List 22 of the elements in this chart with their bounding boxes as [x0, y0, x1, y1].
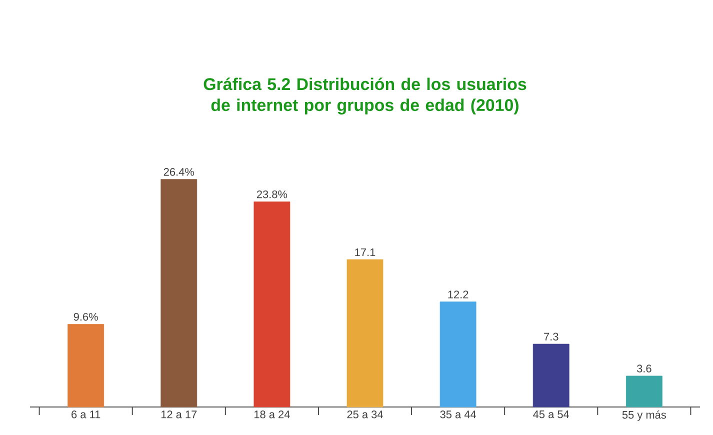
chart-title: Gráfica 5.2 Distribución de los usuarios de internet por grupos de edad (2010): [204, 78, 526, 115]
x-tick-label: 35 a 44: [440, 410, 476, 418]
data-label: 3.6: [636, 364, 652, 372]
bar: [440, 302, 476, 408]
data-label: 7.3: [544, 332, 558, 341]
data-label: 12.2: [448, 290, 468, 298]
bar: [346, 259, 384, 408]
x-tick-label: 25 a 34: [347, 410, 383, 418]
x-tick-label: 18 a 24: [254, 410, 290, 418]
x-tick-label: 55 y más: [622, 410, 666, 421]
x-tick-label: 6 a 11: [72, 410, 100, 418]
bar: [254, 202, 290, 408]
bar: [532, 344, 570, 408]
bar: [626, 376, 662, 408]
bar: [160, 179, 198, 408]
data-label: 23.8%: [256, 190, 288, 198]
x-tick-label: 12 a 17: [161, 410, 197, 418]
x-tick-label: 45 a 54: [533, 410, 570, 418]
bar: [68, 324, 104, 408]
data-label: 9.6%: [74, 312, 98, 321]
data-label: 17.1: [355, 248, 376, 256]
data-label: 26.4%: [164, 168, 194, 176]
